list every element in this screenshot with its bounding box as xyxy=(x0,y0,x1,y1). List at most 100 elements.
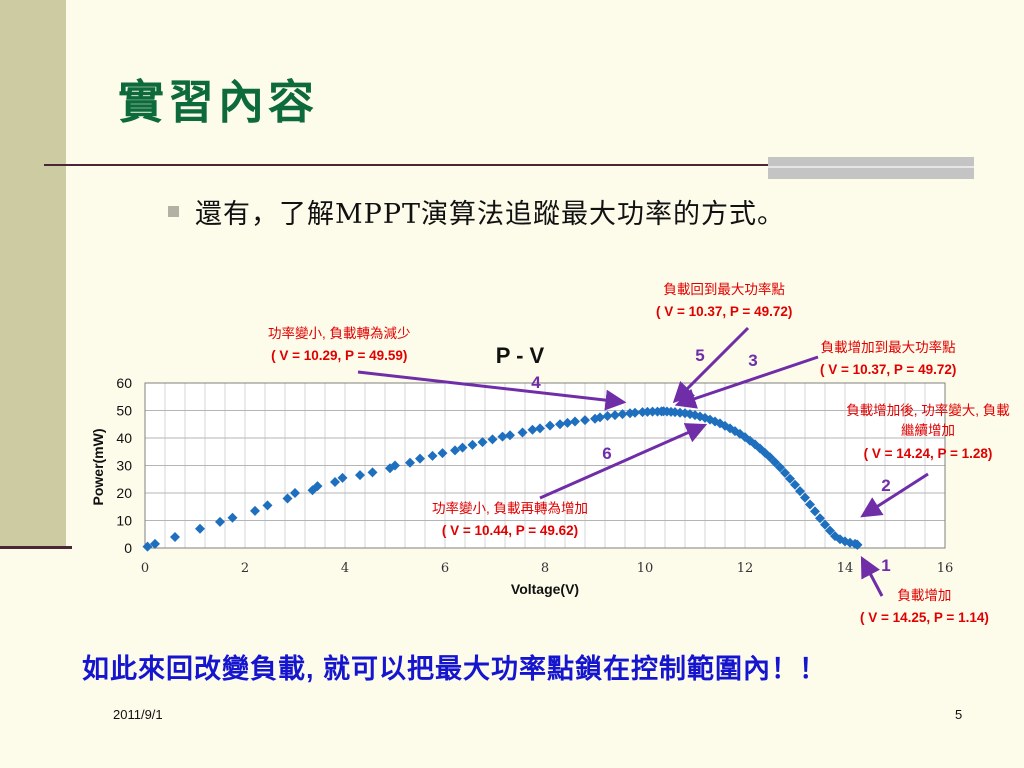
data-point xyxy=(555,419,565,430)
decorative-side-line xyxy=(0,546,72,549)
data-point xyxy=(820,519,830,530)
data-point xyxy=(170,532,180,542)
data-point xyxy=(337,472,348,483)
annotation-6-coord: ( V = 10.44, P = 49.62) xyxy=(441,523,579,538)
arrow-step-5 xyxy=(672,326,750,404)
data-point xyxy=(805,499,815,510)
y-tick-label: 60 xyxy=(116,375,132,391)
x-tick-label: 0 xyxy=(141,561,149,576)
annotation-3: 負載增加到最大功率點 ( V = 10.37, P = 49.72) xyxy=(820,337,956,381)
slide-title: 實習內容 xyxy=(118,75,318,129)
annotation-2: 負載增加後, 功率變大, 負載繼續增加 ( V = 14.24, P = 1.2… xyxy=(843,401,1013,464)
data-point xyxy=(815,513,825,524)
data-point xyxy=(142,541,153,552)
arrow-step-4 xyxy=(357,370,627,411)
data-point xyxy=(825,525,835,536)
arrow-step-1 xyxy=(860,556,884,597)
data-point xyxy=(467,439,478,450)
data-point xyxy=(150,538,160,549)
annotation-5-coord: ( V = 10.37, P = 49.72) xyxy=(656,304,793,319)
x-tick-label: 12 xyxy=(737,561,754,576)
annotation-2-text: 負載增加後, 功率變大, 負載繼續增加 xyxy=(846,403,1010,438)
x-tick-label: 16 xyxy=(937,561,954,576)
x-tick-label: 4 xyxy=(341,561,349,576)
data-point xyxy=(497,431,508,442)
data-point xyxy=(517,427,528,438)
annotation-2-coord: ( V = 14.24, P = 1.28) xyxy=(863,446,993,461)
chart-grid xyxy=(145,383,945,548)
data-point xyxy=(415,453,425,464)
data-point xyxy=(312,481,323,492)
step-number-5: 5 xyxy=(695,346,705,365)
data-point xyxy=(852,539,863,550)
decorative-side-bar xyxy=(0,0,66,548)
data-point xyxy=(617,409,628,420)
data-point xyxy=(780,467,790,478)
page-number: 5 xyxy=(955,707,963,722)
data-point xyxy=(535,423,545,434)
plot-area-frame xyxy=(144,382,946,549)
data-point xyxy=(477,437,488,448)
data-point xyxy=(457,442,468,453)
annotation-5: 負載回到最大功率點 ( V = 10.37, P = 49.72) xyxy=(656,279,792,323)
data-point xyxy=(800,492,810,503)
data-point xyxy=(450,445,460,456)
data-point xyxy=(262,500,273,511)
data-point xyxy=(810,506,820,517)
data-point xyxy=(785,473,795,484)
title-divider xyxy=(44,164,770,166)
data-point xyxy=(390,460,400,471)
data-series xyxy=(142,406,863,552)
arrow-step-2 xyxy=(860,472,929,518)
y-tick-label: 50 xyxy=(116,403,132,419)
data-point xyxy=(437,448,448,459)
annotation-6-text: 功率變小, 負載再轉為增加 xyxy=(432,501,589,516)
data-point xyxy=(330,477,340,487)
annotation-1-coord: ( V = 14.25, P = 1.14) xyxy=(860,610,989,625)
step-number-1: 1 xyxy=(881,556,891,575)
annotation-3-text: 負載增加到最大功率點 xyxy=(820,340,956,355)
annotation-1-text: 負載增加 xyxy=(897,588,952,603)
data-point xyxy=(770,457,780,468)
data-point xyxy=(595,412,605,423)
annotation-3-coord: ( V = 10.37, P = 49.72) xyxy=(820,362,957,377)
chart-title: P - V xyxy=(496,343,545,368)
y-tick-label: 10 xyxy=(116,513,132,529)
data-point xyxy=(290,488,300,498)
data-point xyxy=(367,467,378,478)
x-tick-label: 6 xyxy=(441,561,449,576)
annotation-4-text: 功率變小, 負載轉為減少 xyxy=(268,326,411,341)
data-point xyxy=(545,420,555,431)
footer-date: 2011/9/1 xyxy=(113,707,163,722)
y-tick-label: 20 xyxy=(116,485,132,501)
data-point xyxy=(505,430,515,441)
annotation-6: 功率變小, 負載再轉為增加 ( V = 10.44, P = 49.62) xyxy=(432,498,588,542)
data-point xyxy=(527,424,538,435)
step-number-4: 4 xyxy=(531,373,541,392)
data-point xyxy=(355,470,365,481)
data-point xyxy=(487,434,498,445)
x-tick-label: 8 xyxy=(541,561,549,576)
data-point xyxy=(562,417,573,428)
arrow-step-6 xyxy=(539,423,708,500)
annotation-1: 負載增加 ( V = 14.25, P = 1.14) xyxy=(860,585,989,629)
annotation-4-coord: ( V = 10.29, P = 49.59) xyxy=(271,348,408,363)
data-point xyxy=(570,416,580,427)
y-axis-label: Power(mW) xyxy=(90,429,106,506)
data-point xyxy=(405,457,415,468)
data-point xyxy=(775,462,785,473)
data-point xyxy=(630,407,640,418)
y-tick-label: 0 xyxy=(124,540,132,556)
data-point xyxy=(215,516,225,527)
data-point xyxy=(282,493,293,504)
conclusion-text: 如此來回改變負載, 就可以把最大功率點鎖在控制範圍內！！ xyxy=(82,654,828,684)
data-point xyxy=(427,450,438,461)
step-number-2: 2 xyxy=(881,476,891,495)
x-tick-label: 2 xyxy=(241,561,249,576)
data-point xyxy=(580,415,590,426)
bullet-item: 還有，了解MPPT演算法追蹤最大功率的方式。 xyxy=(168,192,785,231)
bullet-square-icon xyxy=(168,206,179,217)
x-tick-label: 14 xyxy=(837,561,854,576)
y-tick-label: 40 xyxy=(116,430,132,446)
